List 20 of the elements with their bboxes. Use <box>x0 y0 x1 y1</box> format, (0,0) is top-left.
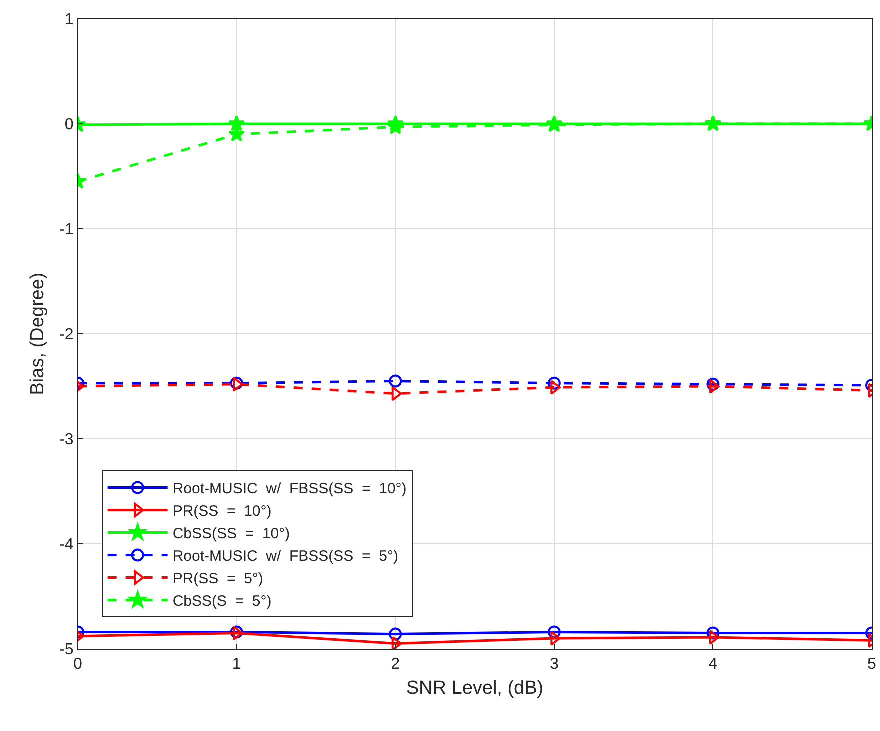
legend-label: PR(SS = 10°) <box>172 503 272 520</box>
legend-label: Root-MUSIC w/ FBSS(SS = 10°) <box>172 480 407 498</box>
x-tick-label: 1 <box>232 656 242 674</box>
x-tick-label: 2 <box>391 656 400 674</box>
x-tick-label: 5 <box>868 656 877 674</box>
y-axis-title: Bias, (Degree) <box>27 272 48 396</box>
legend-label: CbSS(S = 5°) <box>172 593 272 610</box>
legend-label: PR(SS = 5°) <box>172 570 264 588</box>
y-tick-label: -1 <box>60 222 74 239</box>
y-tick-label: -5 <box>60 642 74 659</box>
x-tick-label: 4 <box>708 656 718 674</box>
x-axis-title: SNR Level, (dB) <box>406 678 544 699</box>
y-tick-label: -2 <box>60 326 74 344</box>
legend-label: CbSS(SS = 10°) <box>172 526 290 543</box>
y-tick-label: -3 <box>60 432 74 449</box>
legend-label: Root-MUSIC w/ FBSS(SS = 5°) <box>172 548 398 566</box>
y-tick-label: 0 <box>64 116 74 134</box>
y-tick-label: -4 <box>60 536 74 554</box>
y-tick-label: 1 <box>64 12 74 29</box>
x-tick-label: 3 <box>550 656 559 674</box>
